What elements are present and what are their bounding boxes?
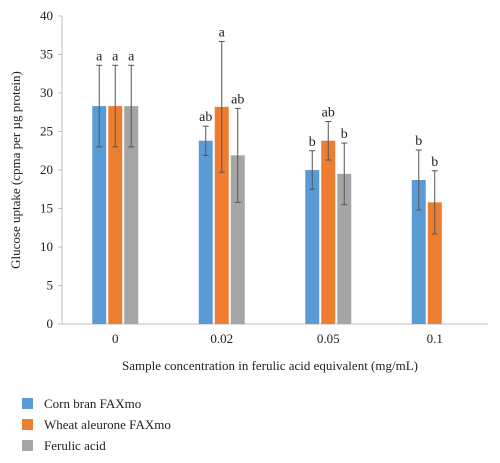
y-tick-label: 10 bbox=[40, 239, 53, 254]
legend-label: Wheat aleurone FAXmo bbox=[44, 416, 171, 432]
bar bbox=[198, 140, 213, 324]
significance-label: ab bbox=[322, 105, 335, 120]
y-tick-label: 35 bbox=[40, 47, 53, 62]
x-tick-label: 0.1 bbox=[427, 331, 443, 346]
legend-swatch-wheat-aleurone bbox=[22, 419, 33, 430]
legend: Corn bran FAXmo Wheat aleurone FAXmo Fer… bbox=[22, 393, 171, 456]
x-tick-label: 0.05 bbox=[317, 331, 340, 346]
y-tick-label: 25 bbox=[40, 124, 53, 139]
bar-chart: Glucose uptake (cpma per µg protein) Sam… bbox=[8, 8, 488, 373]
y-tick-label: 0 bbox=[47, 316, 54, 331]
legend-item: Corn bran FAXmo bbox=[22, 393, 171, 414]
significance-label: a bbox=[219, 25, 226, 40]
y-axis-label: Glucose uptake (cpma per µg protein) bbox=[8, 71, 23, 269]
significance-label: a bbox=[128, 49, 135, 64]
x-axis-label: Sample concentration in ferulic acid equ… bbox=[122, 358, 418, 373]
bar bbox=[92, 106, 107, 324]
bar bbox=[214, 106, 229, 324]
bar bbox=[337, 173, 352, 324]
x-tick-label: 0.02 bbox=[210, 331, 233, 346]
significance-label: b bbox=[341, 127, 348, 142]
significance-label: b bbox=[309, 135, 316, 150]
significance-label: b bbox=[431, 155, 438, 170]
legend-swatch-corn-bran bbox=[22, 398, 33, 409]
significance-label: ab bbox=[231, 92, 244, 107]
bar bbox=[108, 106, 123, 324]
bar bbox=[427, 202, 442, 324]
x-tick-label: 0 bbox=[112, 331, 119, 346]
bar bbox=[305, 170, 320, 324]
y-tick-label: 30 bbox=[40, 85, 53, 100]
significance-label: a bbox=[96, 49, 103, 64]
bar bbox=[124, 106, 139, 324]
legend-label: Ferulic acid bbox=[44, 437, 106, 453]
y-tick-label: 5 bbox=[47, 278, 54, 293]
significance-label: b bbox=[415, 134, 422, 149]
bar bbox=[230, 155, 245, 324]
significance-label: ab bbox=[199, 110, 212, 125]
legend-swatch-ferulic-acid bbox=[22, 440, 33, 451]
legend-item: Ferulic acid bbox=[22, 435, 171, 456]
y-tick-label: 40 bbox=[40, 8, 53, 23]
bar bbox=[411, 180, 426, 324]
significance-label: a bbox=[112, 49, 119, 64]
bar bbox=[321, 140, 336, 324]
legend-label: Corn bran FAXmo bbox=[44, 395, 142, 411]
y-tick-label: 15 bbox=[40, 201, 53, 216]
legend-item: Wheat aleurone FAXmo bbox=[22, 414, 171, 435]
y-tick-label: 20 bbox=[40, 162, 53, 177]
